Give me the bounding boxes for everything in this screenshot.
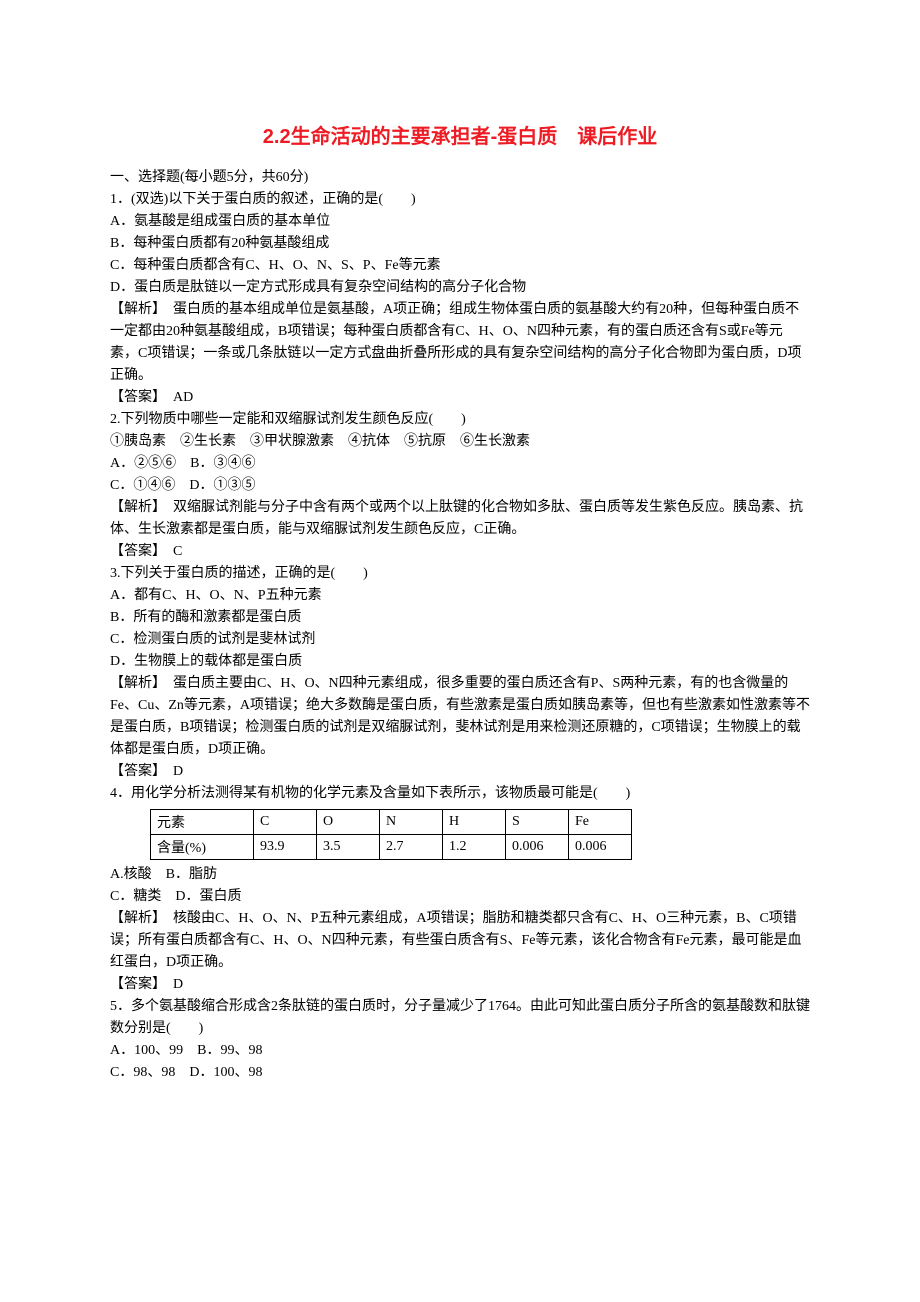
table-row: 含量(%) 93.9 3.5 2.7 1.2 0.006 0.006	[151, 835, 632, 860]
q2-options-cd: C．①④⑥ D．①③⑤	[110, 475, 810, 497]
q4-explanation: 【解析】 核酸由C、H、O、N、P五种元素组成，A项错误；脂肪和糖类都只含有C、…	[110, 908, 810, 974]
q3-option-a: A．都有C、H、O、N、P五种元素	[110, 585, 810, 607]
q3-option-c: C．检测蛋白质的试剂是斐林试剂	[110, 629, 810, 651]
q4-stem: 4．用化学分析法测得某有机物的化学元素及含量如下表所示，该物质最可能是( )	[110, 783, 810, 805]
q3-stem: 3.下列关于蛋白质的描述，正确的是( )	[110, 563, 810, 585]
table-cell: 1.2	[443, 835, 506, 860]
q3-explanation: 【解析】 蛋白质主要由C、H、O、N四种元素组成，很多重要的蛋白质还含有P、S两…	[110, 673, 810, 761]
table-cell: N	[380, 810, 443, 835]
q3-option-b: B．所有的酶和激素都是蛋白质	[110, 607, 810, 629]
table-cell: H	[443, 810, 506, 835]
table-cell: 0.006	[569, 835, 632, 860]
q1-option-a: A．氨基酸是组成蛋白质的基本单位	[110, 211, 810, 233]
q4-answer: 【答案】 D	[110, 974, 810, 996]
q4-options-cd: C．糖类 D．蛋白质	[110, 886, 810, 908]
table-cell: 元素	[151, 810, 254, 835]
q5-stem: 5．多个氨基酸缩合形成含2条肽链的蛋白质时，分子量减少了1764。由此可知此蛋白…	[110, 996, 810, 1040]
q4-options-ab: A.核酸 B．脂肪	[110, 864, 810, 886]
q5-options-ab: A．100、99 B．99、98	[110, 1040, 810, 1062]
q2-answer: 【答案】 C	[110, 541, 810, 563]
table-cell: 3.5	[317, 835, 380, 860]
table-cell: 含量(%)	[151, 835, 254, 860]
q1-answer: 【答案】 AD	[110, 387, 810, 409]
table-cell: 0.006	[506, 835, 569, 860]
q5-options-cd: C．98、98 D．100、98	[110, 1062, 810, 1084]
table-cell: 2.7	[380, 835, 443, 860]
table-cell: 93.9	[254, 835, 317, 860]
q1-option-b: B．每种蛋白质都有20种氨基酸组成	[110, 233, 810, 255]
q2-items: ①胰岛素 ②生长素 ③甲状腺激素 ④抗体 ⑤抗原 ⑥生长激素	[110, 431, 810, 453]
section-header: 一、选择题(每小题5分，共60分)	[110, 167, 810, 189]
table-cell: C	[254, 810, 317, 835]
table-cell: S	[506, 810, 569, 835]
q1-option-c: C．每种蛋白质都含有C、H、O、N、S、P、Fe等元素	[110, 255, 810, 277]
q4-table: 元素 C O N H S Fe 含量(%) 93.9 3.5 2.7 1.2 0…	[150, 809, 632, 860]
q2-options-ab: A．②⑤⑥ B．③④⑥	[110, 453, 810, 475]
q1-option-d: D．蛋白质是肽链以一定方式形成具有复杂空间结构的高分子化合物	[110, 277, 810, 299]
table-cell: O	[317, 810, 380, 835]
q1-explanation: 【解析】 蛋白质的基本组成单位是氨基酸，A项正确；组成生物体蛋白质的氨基酸大约有…	[110, 299, 810, 387]
q3-answer: 【答案】 D	[110, 761, 810, 783]
page-title: 2.2生命活动的主要承担者-蛋白质 课后作业	[110, 120, 810, 149]
q1-stem: 1．(双选)以下关于蛋白质的叙述，正确的是( )	[110, 189, 810, 211]
q2-explanation: 【解析】 双缩脲试剂能与分子中含有两个或两个以上肽键的化合物如多肽、蛋白质等发生…	[110, 497, 810, 541]
q2-stem: 2.下列物质中哪些一定能和双缩脲试剂发生颜色反应( )	[110, 409, 810, 431]
table-row: 元素 C O N H S Fe	[151, 810, 632, 835]
q3-option-d: D．生物膜上的载体都是蛋白质	[110, 651, 810, 673]
table-cell: Fe	[569, 810, 632, 835]
document-page: 2.2生命活动的主要承担者-蛋白质 课后作业 一、选择题(每小题5分，共60分)…	[0, 0, 920, 1144]
